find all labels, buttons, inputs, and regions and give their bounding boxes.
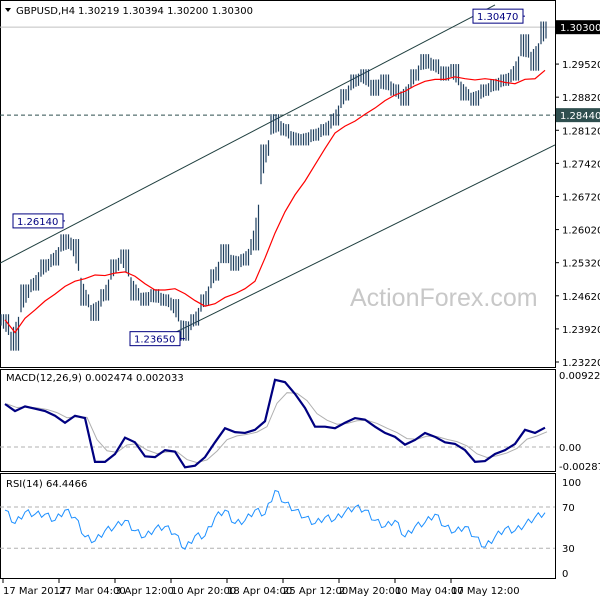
- price-tick-label: 1.27420: [562, 159, 600, 170]
- time-tick-label: 2 May 20:00: [339, 586, 401, 597]
- level-label: 1.28440: [560, 111, 600, 122]
- macd-panel[interactable]: [0, 369, 556, 472]
- macd-signal-line: [6, 392, 548, 464]
- rsi-tick-label: 30: [562, 544, 575, 555]
- price-tick-label: 1.24620: [562, 292, 600, 303]
- channel-lower-line: [149, 144, 556, 346]
- time-tick-label: 3 Apr 12:00: [115, 586, 174, 597]
- rsi-tick-label: 70: [562, 503, 575, 514]
- price-tick-label: 1.26720: [562, 192, 600, 203]
- current-price-badge: [556, 20, 600, 35]
- time-tick-label: 17 May 12:00: [451, 586, 520, 597]
- macd-tick-label: -0.002879: [559, 462, 600, 473]
- price-annotation-label: 1.26140: [17, 217, 58, 228]
- price-tick-label: 1.29520: [562, 60, 600, 71]
- dropdown-triangle-icon[interactable]: [5, 8, 11, 12]
- channel-upper-line: [0, 4, 496, 264]
- rsi-line: [4, 489, 546, 550]
- price-tick-label: 1.28120: [562, 126, 600, 137]
- macd-title: MACD(12,26,9) 0.002474 0.002033: [6, 373, 184, 384]
- price-tick-label: 1.23920: [562, 325, 600, 336]
- price-panel[interactable]: [0, 0, 556, 368]
- price-annotation-label: 1.30470: [477, 12, 518, 23]
- macd-main-line: [4, 378, 546, 469]
- ohlc-values: 1.30219 1.30394 1.30200 1.30300: [78, 6, 253, 17]
- symbol-label: GBPUSD,H4: [16, 6, 75, 17]
- rsi-tick-label: 0: [562, 569, 568, 580]
- time-tick-label: 18 Apr 04:00: [227, 586, 292, 597]
- price-tick-label: 1.23220: [562, 358, 600, 369]
- rsi-panel[interactable]: [0, 473, 556, 579]
- price-tick-label: 1.26020: [562, 226, 600, 237]
- price-tick-label: 1.28820: [562, 93, 600, 104]
- time-tick-label: 27 Mar 04:00: [59, 586, 126, 597]
- level-badge: [556, 108, 600, 123]
- rsi-tick-label: 100: [562, 478, 581, 489]
- macd-tick-label: 0.009227: [559, 371, 600, 382]
- rsi-title: RSI(14) 64.4466: [6, 479, 87, 490]
- macd-tick-label: 0.00: [559, 443, 581, 454]
- price-annotation-label: 1.23650: [134, 335, 175, 346]
- watermark: ActionForex.com: [350, 284, 538, 312]
- time-tick-label: 10 May 04:00: [395, 586, 464, 597]
- price-tick-label: 1.25320: [562, 259, 600, 270]
- time-tick-label: 10 Apr 20:00: [171, 586, 236, 597]
- time-tick-label: 25 Apr 12:00: [283, 586, 348, 597]
- current-price-label: 1.30300: [560, 23, 600, 34]
- time-tick-label: 17 Mar 2017: [3, 586, 66, 597]
- moving-average-line: [4, 69, 546, 334]
